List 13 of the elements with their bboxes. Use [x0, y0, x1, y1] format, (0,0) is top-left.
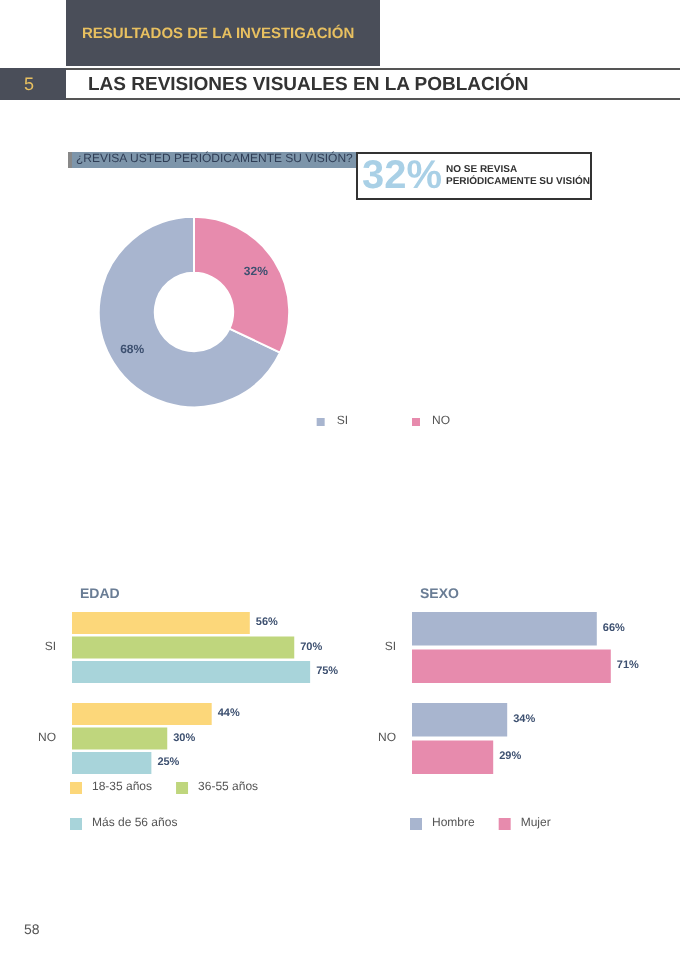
bar: [412, 740, 494, 774]
bar: [72, 661, 311, 683]
text: LAS REVISIONES VISUALES EN LA POBLACIÓN: [88, 74, 529, 96]
text: 32%: [362, 154, 443, 198]
text: 5: [24, 74, 35, 94]
bar: [412, 649, 611, 683]
bar: [412, 612, 597, 646]
bar: [72, 727, 168, 750]
bar: [72, 703, 212, 725]
bar: [72, 636, 295, 659]
bar: [72, 752, 152, 774]
bar: [412, 703, 508, 737]
bar: [72, 612, 250, 634]
